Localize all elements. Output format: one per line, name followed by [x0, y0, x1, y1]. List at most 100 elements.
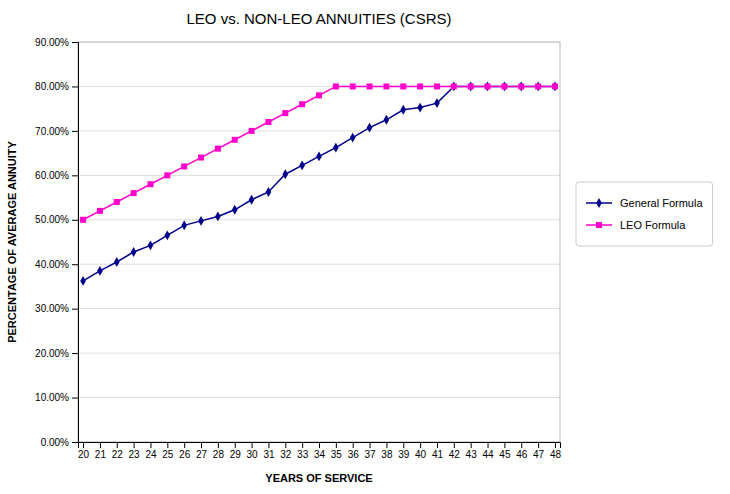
y-tick-label: 90.00% [35, 37, 69, 48]
grid-line [78, 353, 560, 354]
y-tick-mark [72, 309, 78, 310]
x-tick-label: 22 [112, 449, 124, 460]
x-tick: 23 [129, 442, 141, 460]
x-tick-mark [538, 442, 539, 448]
x-tick-label: 38 [381, 449, 393, 460]
y-tick: 40.00% [35, 259, 78, 270]
series-marker [485, 82, 491, 92]
y-tick-label: 0.00% [41, 437, 69, 448]
series-marker [198, 216, 204, 226]
y-tick-mark [72, 86, 78, 87]
series-marker [350, 133, 356, 143]
legend-label: General Formula [620, 197, 703, 209]
x-tick-mark [370, 442, 371, 448]
chart-container: 2021222324252627282930313233343536373839… [0, 0, 730, 494]
series-marker [266, 187, 272, 197]
x-tick-mark [268, 442, 269, 448]
series-marker [518, 82, 524, 92]
series-marker [383, 83, 389, 89]
x-tick: 30 [247, 442, 259, 460]
series-marker [501, 83, 507, 89]
series-marker [299, 101, 305, 107]
series-marker [451, 83, 457, 89]
x-tick-mark [504, 442, 505, 448]
y-tick-mark [72, 353, 78, 354]
y-tick-mark [72, 442, 78, 443]
x-tick-label: 33 [297, 449, 309, 460]
series-marker [198, 155, 204, 161]
legend-label: LEO Formula [620, 219, 686, 231]
series-marker [400, 83, 406, 89]
series-marker [265, 119, 271, 125]
x-tick: 39 [398, 442, 410, 460]
x-tick-label: 26 [179, 449, 191, 460]
x-tick-mark [386, 442, 387, 448]
y-tick: 80.00% [35, 81, 78, 92]
y-axis: 0.00%10.00%20.00%30.00%40.00%50.00%60.00… [35, 37, 78, 448]
series-marker [518, 83, 524, 89]
series-marker [316, 92, 322, 98]
x-tick: 22 [112, 442, 124, 460]
x-tick: 32 [280, 442, 292, 460]
x-tick-mark [134, 442, 135, 448]
y-tick: 60.00% [35, 170, 78, 181]
legend-marker [596, 222, 602, 228]
x-tick: 33 [297, 442, 309, 460]
x-tick-label: 48 [550, 449, 562, 460]
x-tick-label: 20 [78, 449, 90, 460]
x-tick-label: 47 [533, 449, 545, 460]
x-tick-label: 36 [348, 449, 360, 460]
series-marker [451, 82, 457, 92]
x-tick-mark [150, 442, 151, 448]
grid-line [78, 397, 560, 398]
y-tick: 50.00% [35, 214, 78, 225]
x-axis: 2021222324252627282930313233343536373839… [78, 442, 561, 460]
x-tick-mark [83, 442, 84, 448]
y-tick-mark [72, 398, 78, 399]
x-tick-mark [201, 442, 202, 448]
series-marker [282, 169, 288, 179]
x-tick: 42 [449, 442, 461, 460]
plot-frame [78, 42, 560, 442]
series-marker [417, 103, 423, 113]
y-axis-title: PERCENTAGE OF AVERAGE ANNUITY [6, 141, 18, 343]
x-tick-mark [403, 442, 404, 448]
y-tick-mark [72, 220, 78, 221]
y-tick-label: 50.00% [35, 214, 69, 225]
series-marker [80, 276, 86, 286]
x-tick: 47 [533, 442, 545, 460]
x-tick: 21 [95, 442, 107, 460]
y-tick-mark [72, 42, 78, 43]
series-marker [316, 152, 322, 162]
x-tick-mark [521, 442, 522, 448]
plot-root: 2021222324252627282930313233343536373839… [35, 37, 561, 460]
y-tick: 30.00% [35, 303, 78, 314]
x-tick: 35 [331, 442, 343, 460]
grid-line [78, 130, 560, 131]
legend-item: General Formula [586, 197, 703, 209]
y-tick-mark [72, 175, 78, 176]
x-axis-line [79, 443, 561, 449]
series-marker [434, 98, 440, 108]
series-marker [299, 160, 305, 170]
y-axis-line [72, 43, 79, 443]
series-marker [131, 247, 137, 257]
series-marker [333, 143, 339, 153]
series-marker [215, 212, 221, 222]
x-tick-mark [353, 442, 354, 448]
x-tick-mark [555, 442, 556, 448]
series [80, 83, 558, 222]
series-marker [468, 82, 474, 92]
grid-line [78, 219, 560, 220]
y-tick: 10.00% [35, 392, 78, 403]
series-marker [148, 240, 154, 250]
x-tick-mark [285, 442, 286, 448]
y-tick: 0.00% [41, 437, 78, 448]
y-tick-label: 10.00% [35, 392, 69, 403]
x-tick-mark [488, 442, 489, 448]
x-tick: 43 [466, 442, 478, 460]
grid-line [78, 264, 560, 265]
x-tick: 27 [196, 442, 208, 460]
x-tick-label: 42 [449, 449, 461, 460]
series-marker [367, 83, 373, 89]
